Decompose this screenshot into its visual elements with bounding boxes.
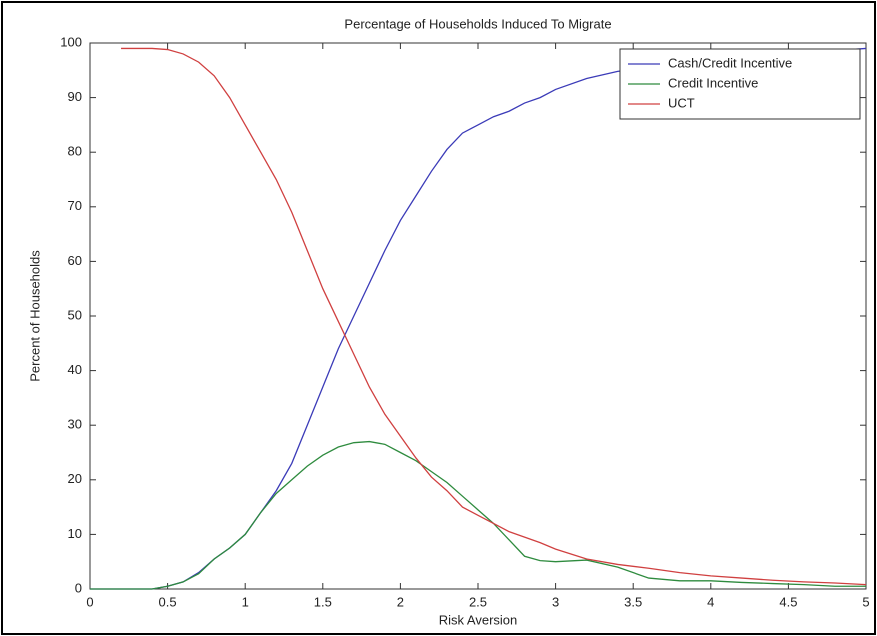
y-axis-label: Percent of Households	[27, 250, 42, 382]
y-tick-label: 60	[68, 253, 82, 268]
y-tick-label: 40	[68, 362, 82, 377]
series-line	[121, 47, 867, 586]
x-tick-label: 0	[86, 594, 93, 609]
y-tick-label: 80	[68, 144, 82, 159]
x-tick-label: 2.5	[469, 594, 487, 609]
y-tick-label: 90	[68, 89, 82, 104]
series-line	[90, 47, 867, 590]
x-tick-label: 4	[707, 594, 714, 609]
y-tick-label: 70	[68, 198, 82, 213]
chart-title: Percentage of Households Induced To Migr…	[344, 16, 611, 31]
legend-label: Credit Incentive	[668, 75, 758, 90]
legend-label: Cash/Credit Incentive	[668, 55, 792, 70]
x-tick-label: 1.5	[314, 594, 332, 609]
x-tick-label: 5	[862, 594, 869, 609]
legend-label: UCT	[668, 95, 695, 110]
x-tick-label: 2	[397, 594, 404, 609]
y-tick-label: 30	[68, 417, 82, 432]
series-line	[90, 440, 866, 590]
y-tick-label: 10	[68, 526, 82, 541]
y-tick-label: 20	[68, 471, 82, 486]
y-tick-label: 100	[60, 34, 82, 49]
x-tick-label: 0.5	[159, 594, 177, 609]
y-tick-label: 0	[75, 580, 82, 595]
x-tick-label: 1	[242, 594, 249, 609]
x-tick-label: 3.5	[624, 594, 642, 609]
y-tick-label: 50	[68, 307, 82, 322]
x-tick-label: 4.5	[779, 594, 797, 609]
x-tick-label: 3	[552, 594, 559, 609]
x-axis-label: Risk Aversion	[439, 612, 518, 627]
